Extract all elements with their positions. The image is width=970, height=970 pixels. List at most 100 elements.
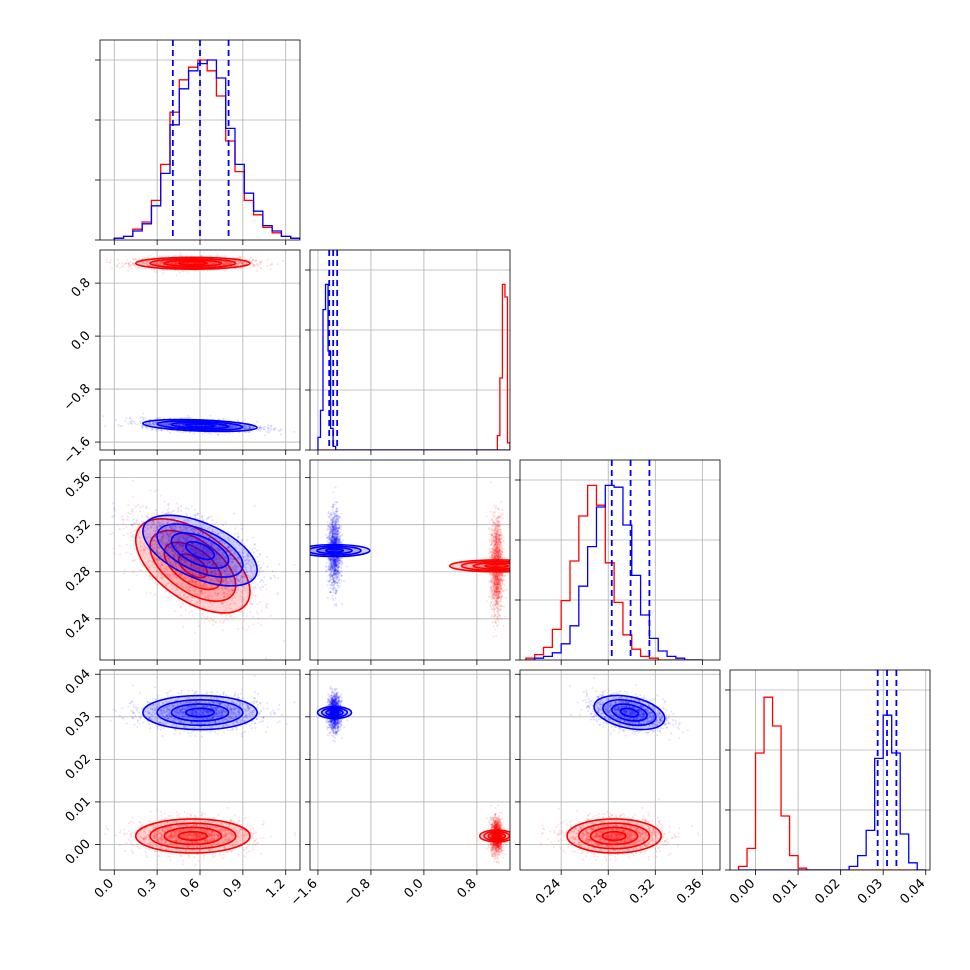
scatter-point (266, 265, 269, 268)
scatter-point (113, 547, 116, 550)
scatter-point (168, 423, 171, 426)
scatter-point (256, 263, 259, 266)
scatter-point (260, 609, 263, 612)
scatter-point (216, 253, 219, 256)
scatter-point (154, 420, 157, 423)
scatter-point (235, 426, 238, 429)
scatter-point (182, 423, 185, 426)
scatter-point (166, 262, 169, 265)
scatter-point (145, 261, 148, 264)
scatter-point (178, 599, 181, 602)
scatter-point (118, 544, 121, 547)
scatter-point (237, 263, 240, 266)
scatter-point (130, 264, 133, 267)
scatter-point (237, 262, 240, 265)
scatter-point (209, 579, 212, 582)
scatter-point (200, 424, 203, 427)
scatter-point (217, 425, 220, 428)
scatter-point (187, 576, 190, 579)
scatter-point (171, 569, 174, 572)
scatter-point (277, 429, 280, 432)
scatter-point (260, 569, 263, 572)
scatter-point (84, 262, 86, 264)
scatter-point (155, 429, 158, 432)
scatter-point (267, 426, 270, 429)
scatter-point (249, 427, 252, 430)
scatter-point (181, 431, 184, 434)
scatter-point (258, 263, 261, 266)
scatter-point (171, 261, 174, 264)
scatter-point (236, 532, 239, 535)
scatter-point (211, 619, 214, 622)
scatter-point (159, 262, 162, 265)
scatter-point (115, 265, 118, 268)
scatter-point (236, 420, 239, 423)
density-level (142, 419, 258, 432)
scatter-point (253, 259, 256, 262)
scatter-point (251, 615, 254, 618)
scatter-point (150, 564, 153, 567)
scatter-point (215, 425, 218, 428)
scatter-point (221, 425, 224, 428)
scatter-point (163, 422, 166, 425)
scatter-point (180, 270, 183, 273)
scatter-point (188, 611, 191, 614)
scatter-point (272, 427, 275, 430)
scatter-point (173, 262, 176, 265)
scatter-point (171, 572, 174, 575)
scatter-point (153, 423, 156, 426)
scatter-point (178, 423, 181, 426)
scatter-point (213, 569, 216, 572)
scatter-point (165, 423, 168, 426)
scatter-point (145, 591, 148, 594)
scatter-point (129, 422, 132, 425)
scatter-point (138, 420, 141, 423)
scatter-point (219, 620, 222, 623)
scatter-point (141, 426, 144, 429)
scatter-point (221, 629, 224, 632)
scatter-point (203, 431, 206, 434)
scatter-point (200, 590, 203, 593)
scatter-point (167, 422, 170, 425)
scatter-point (139, 261, 142, 264)
scatter-point (229, 425, 232, 428)
scatter-point (243, 263, 246, 266)
scatter-point (214, 621, 217, 624)
scatter-point (255, 259, 258, 262)
scatter-point (151, 427, 154, 430)
scatter-point (243, 427, 246, 430)
scatter-point (182, 423, 185, 426)
scatter-point (155, 262, 158, 265)
scatter-point (144, 260, 147, 263)
y-tick-label: −1.6 (61, 434, 94, 467)
scatter-point (127, 269, 130, 272)
scatter-point (218, 424, 221, 427)
scatter-point (245, 539, 248, 542)
scatter-point (161, 261, 164, 264)
scatter-point (193, 509, 196, 512)
scatter-point (149, 591, 152, 594)
scatter-point (195, 262, 198, 265)
scatter-point (228, 425, 231, 428)
scatter-point (266, 258, 269, 261)
scatter-point (222, 417, 225, 420)
scatter-point (257, 428, 260, 431)
scatter-point (197, 580, 200, 583)
scatter-point (248, 258, 251, 261)
scatter-point (239, 260, 242, 263)
scatter-point (177, 423, 180, 426)
scatter-point (244, 427, 247, 430)
scatter-point (220, 425, 223, 428)
scatter-point (199, 590, 202, 593)
scatter-point (147, 422, 150, 425)
scatter-point (232, 426, 235, 429)
scatter-point (245, 615, 248, 618)
scatter-point (175, 263, 178, 266)
scatter-point (161, 261, 164, 264)
scatter-point (171, 262, 174, 265)
scatter-point (168, 421, 171, 424)
scatter-point (165, 423, 168, 426)
scatter-point (248, 426, 251, 429)
scatter-point (168, 424, 171, 427)
scatter-point (165, 422, 168, 425)
